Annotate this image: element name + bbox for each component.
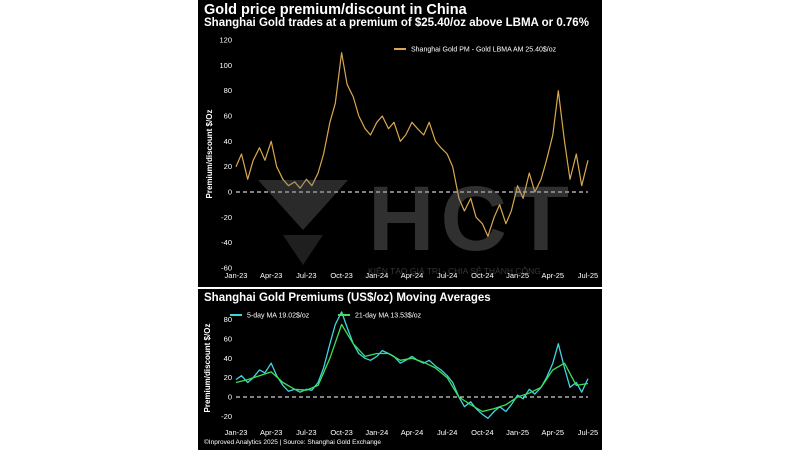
x-tick-label: Apr-24 (401, 271, 424, 280)
source-note: ©Inproved Analytics 2025 | Source: Shang… (204, 439, 382, 446)
y-tick-label: 80 (224, 315, 232, 324)
x-tick-label: Jul-23 (296, 428, 316, 437)
x-tick-label: Jan-24 (365, 428, 388, 437)
x-tick-label: Jan-24 (365, 271, 388, 280)
x-tick-label: Apr-24 (401, 428, 424, 437)
y-tick-label: 60 (224, 335, 232, 344)
y-tick-label: 100 (219, 61, 232, 70)
x-tick-label: Apr-23 (260, 271, 283, 280)
moving-averages-title: Shanghai Gold Premiums (US$/oz) Moving A… (204, 292, 491, 304)
x-tick-label: Jul-25 (578, 271, 598, 280)
hct-watermark-logo: HCT KIẾN TẠO GIÁ TRỊ - CHIA SẺ THÀNH CÔN… (258, 170, 575, 276)
watermark-tagline: KIẾN TẠO GIÁ TRỊ - CHIA SẺ THÀNH CÔNG (368, 265, 541, 276)
watermark-chevron-icon (283, 235, 323, 265)
x-tick-label: Oct-23 (330, 271, 353, 280)
y-tick-label: 120 (219, 36, 232, 45)
x-tick-label: Jan-25 (506, 271, 529, 280)
y-tick-label: -60 (221, 264, 232, 273)
x-tick-label: Jan-23 (225, 271, 248, 280)
y-tick-label: 40 (224, 354, 232, 363)
x-tick-label: Apr-25 (542, 428, 565, 437)
y-tick-label: 80 (224, 86, 232, 95)
watermark-logo-text: HCT (368, 170, 575, 270)
y-tick-label: 40 (224, 137, 232, 146)
series-line-2 (235, 323, 589, 413)
y-tick-label: 20 (224, 162, 232, 171)
y-tick-label: 0 (228, 188, 232, 197)
y-axis-label: Premium/discount $/Oz (203, 324, 212, 413)
x-tick-label: Jan-23 (225, 428, 248, 437)
x-tick-label: Jan-25 (506, 428, 529, 437)
legend-label: Shanghai Gold PM - Gold LBMA AM 25.40$/o… (411, 47, 557, 54)
chart-panel: Gold price premium/discount in China Sha… (198, 0, 602, 450)
premium-discount-chart: -60 -40 -20 0 20 40 60 80 100 120 Jan-23 Apr-23 Jul-… (205, 36, 598, 281)
y-tick-label: 0 (228, 393, 232, 402)
x-tick-label: Apr-25 (542, 271, 565, 280)
series-line-1 (235, 311, 589, 419)
x-tick-label: Oct-23 (330, 428, 353, 437)
y-tick-label: -20 (221, 412, 232, 421)
y-tick-label: 20 (224, 373, 232, 382)
series-line-1 (235, 52, 589, 237)
legend-label: 21-day MA 13.53$/oz (355, 313, 422, 320)
x-tick-label: Oct-24 (471, 428, 494, 437)
y-tick-label: -40 (221, 238, 232, 247)
x-tick-label: Jul-23 (296, 271, 316, 280)
legend-label: 5-day MA 19.02$/oz (247, 313, 310, 320)
chart-divider (198, 287, 602, 289)
x-tick-label: Jul-24 (437, 428, 457, 437)
moving-averages-chart: -20 0 20 40 60 80 Jan-23 Apr-23 Jul-23 Oct-23 Jan-… (203, 311, 598, 437)
x-tick-label: Jul-25 (578, 428, 598, 437)
chart-subtitle: Shanghai Gold trades at a premium of $25… (204, 17, 589, 29)
x-tick-label: Apr-23 (260, 428, 283, 437)
chart-title: Gold price premium/discount in China (204, 2, 467, 18)
y-tick-label: 60 (224, 112, 232, 121)
y-axis-label: Premium/discount $/Oz (205, 110, 214, 199)
y-tick-label: -20 (221, 213, 232, 222)
watermark-triangle-icon (258, 180, 348, 230)
x-tick-label: Oct-24 (471, 271, 494, 280)
x-tick-label: Jul-24 (437, 271, 457, 280)
